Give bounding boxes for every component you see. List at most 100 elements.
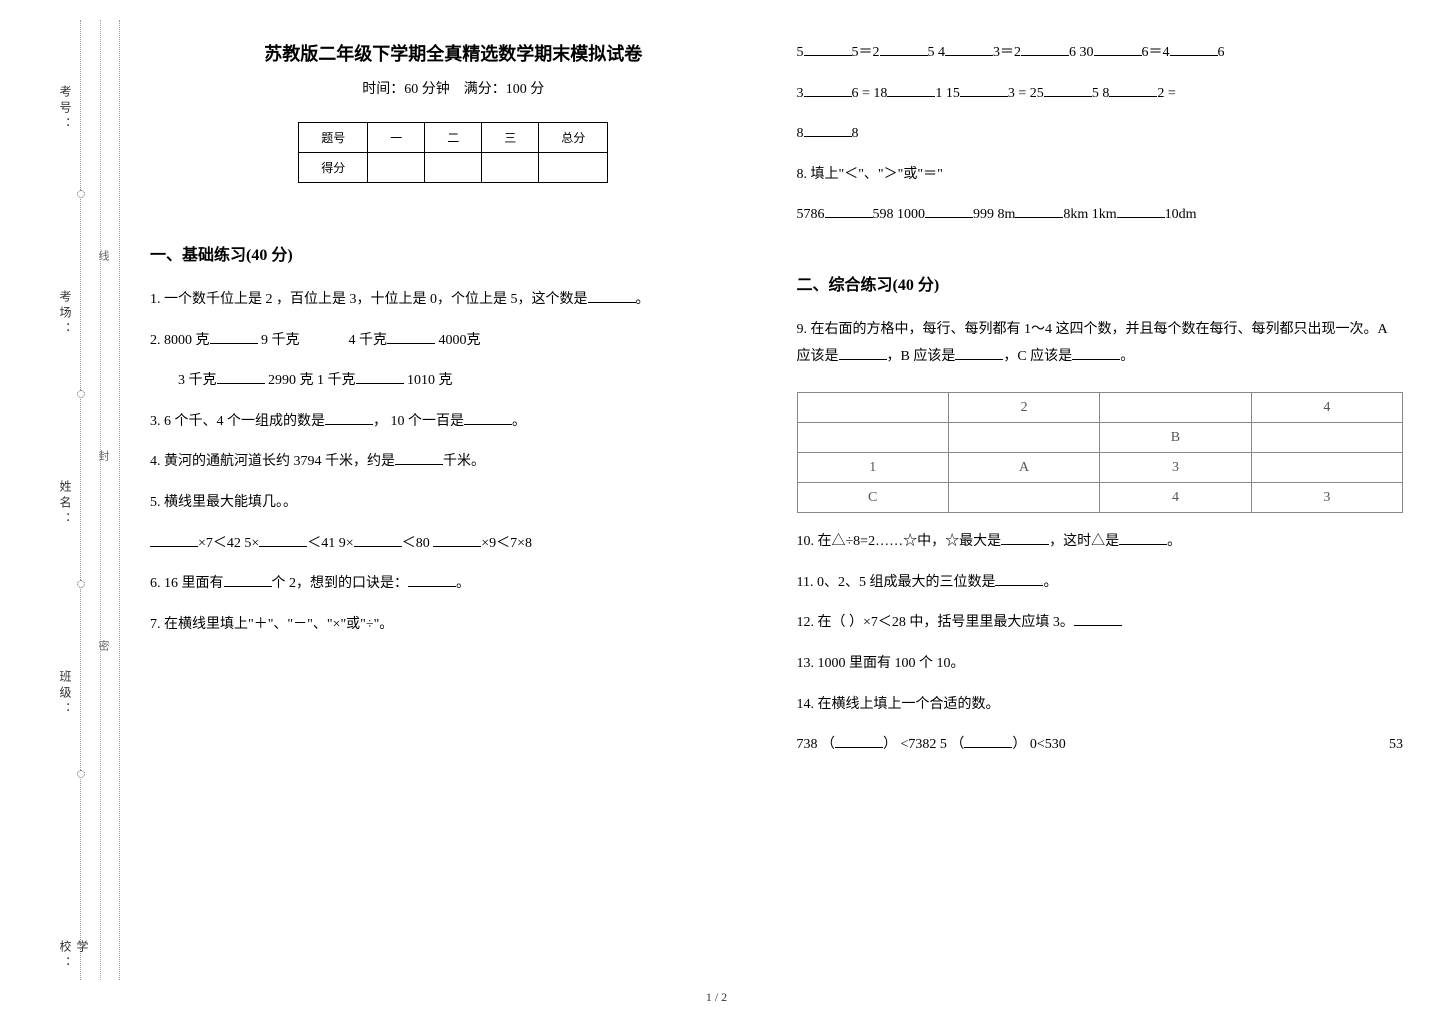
q10-c: 。: [1167, 534, 1181, 549]
blank: [1001, 531, 1049, 545]
left-column: 苏教版二年级下学期全真精选数学期末模拟试卷 时间：60 分钟 满分：100 分 …: [150, 40, 757, 991]
q8l-b: 598 1000: [873, 207, 926, 222]
binding-center-line: [100, 20, 101, 980]
binding-circle-icon: [77, 580, 85, 588]
blank: [1117, 204, 1165, 218]
q6-a: 6. 16 里面有: [150, 576, 224, 591]
full-score: 满分：100 分: [464, 82, 545, 97]
q7l3-b: 8: [852, 126, 859, 141]
question-9: 9. 在右面的方格中，每行、每列都有 1～4 这四个数，并且每个数在每行、每列都…: [797, 317, 1404, 370]
q8l-e: 10dm: [1165, 207, 1197, 222]
grid-cell: [1251, 423, 1402, 453]
blank: [408, 573, 456, 587]
question-4: 4. 黄河的通航河道长约 3794 千米，约是 千米。: [150, 449, 757, 476]
blank: [835, 734, 883, 748]
blank: [880, 42, 928, 56]
score-cell: [425, 153, 482, 183]
q2s-b: 2990 克 1 千克: [265, 373, 356, 388]
binding-circle-icon: [77, 770, 85, 778]
blank: [1109, 83, 1157, 97]
blank: [224, 573, 272, 587]
blank: [217, 370, 265, 384]
blank: [433, 533, 481, 547]
q3-a: 3. 6 个千、4 个一组成的数是: [150, 414, 325, 429]
binding-circle-icon: [77, 190, 85, 198]
blank: [356, 370, 404, 384]
question-10: 10. 在△÷8=2……☆中，☆最大是，这时△是。: [797, 529, 1404, 556]
q8l-a: 5786: [797, 207, 825, 222]
blank: [839, 346, 887, 360]
q5l-b: ＜41 9×: [307, 536, 353, 551]
grid-cell: 4: [1100, 483, 1251, 513]
blank: [955, 346, 1003, 360]
q7l2-f: 2 =: [1157, 86, 1175, 101]
score-cell: [482, 153, 539, 183]
right-column: 55＝25 43＝26 306＝46 36 = 181 153 = 255 82…: [797, 40, 1404, 991]
question-3: 3. 6 个千、4 个一组成的数是， 10 个一百是。: [150, 409, 757, 436]
binding-margin: 考号：考场：姓名：班级：学校：线封密: [80, 20, 120, 980]
binding-label: 班级：: [57, 670, 74, 718]
grid-cell: 1: [797, 453, 948, 483]
q7l1-e: 6 30: [1069, 45, 1094, 60]
question-13: 13. 1000 里面有 100 个 10。: [797, 651, 1404, 678]
q2-d: 4000克: [435, 333, 481, 348]
blank: [1044, 83, 1092, 97]
page-number: 1 / 2: [706, 990, 727, 1005]
q5l-a: ×7＜42 5×: [198, 536, 259, 551]
blank: [588, 289, 636, 303]
blank: [825, 204, 873, 218]
time-limit: 时间：60 分钟: [362, 82, 450, 97]
q11-a: 11. 0、2、5 组成最大的三位数是: [797, 575, 996, 590]
blank: [464, 411, 512, 425]
q5l-c: ＜80: [402, 536, 434, 551]
q10-a: 10. 在△÷8=2……☆中，☆最大是: [797, 534, 1002, 549]
blank: [925, 204, 973, 218]
blank: [387, 330, 435, 344]
q9-b: ，B 应该是: [887, 349, 956, 364]
q2-b: 9 千克: [258, 333, 300, 348]
q14l-c: ） 0<530: [1012, 737, 1065, 752]
question-14: 14. 在横线上填上一个合适的数。: [797, 692, 1404, 719]
q11-b: 。: [1043, 575, 1057, 590]
blank: [1170, 42, 1218, 56]
q2-c: 4 千克: [349, 333, 388, 348]
question-8-line: 5786598 1000999 8m8km 1km10dm: [797, 202, 1404, 229]
blank: [995, 572, 1043, 586]
grid-cell: [797, 423, 948, 453]
q7l3-a: 8: [797, 126, 804, 141]
q1-text: 1. 一个数千位上是 2 ，百位上是 3，十位上是 0，个位上是 5，这个数是: [150, 292, 588, 307]
question-8: 8. 填上"＜"、"＞"或"＝": [797, 162, 1404, 189]
blank: [1094, 42, 1142, 56]
table-row: 题号 一 二 三 总分: [299, 123, 608, 153]
blank: [804, 83, 852, 97]
grid-cell: 4: [1251, 393, 1402, 423]
q6-b: 个 2，想到的口诀是：: [272, 576, 409, 591]
q3-b: ， 10 个一百是: [373, 414, 464, 429]
grid-cell: 3: [1100, 453, 1251, 483]
q8l-d: 8km 1km: [1063, 207, 1116, 222]
question-7-line1: 55＝25 43＝26 306＝46: [797, 40, 1404, 67]
q9-c: ，C 应该是: [1003, 349, 1072, 364]
q2s-a: 3 千克: [178, 373, 217, 388]
q7l2-c: 1 15: [935, 86, 960, 101]
q9-d: 。: [1120, 349, 1134, 364]
grid-cell: A: [948, 453, 1099, 483]
grid-cell: [1251, 453, 1402, 483]
q8-text: 8. 填上"＜"、"＞"或"＝": [797, 167, 943, 182]
q4-a: 4. 黄河的通航河道长约 3794 千米，约是: [150, 454, 395, 469]
q4-b: 千米。: [443, 454, 485, 469]
blank: [1015, 204, 1063, 218]
section-1-title: 一、基础练习(40 分): [150, 241, 757, 265]
binding-dash-label: 封: [95, 450, 111, 467]
q7l1-g: 6: [1218, 45, 1225, 60]
q13-text: 13. 1000 里面有 100 个 10。: [797, 656, 965, 671]
exam-title: 苏教版二年级下学期全真精选数学期末模拟试卷: [150, 40, 757, 66]
number-grid: 2 4 B 1 A 3 C 4 3: [797, 392, 1404, 513]
table-row: 2 4: [797, 393, 1403, 423]
binding-label: 姓名：: [57, 480, 74, 528]
table-row: 得分: [299, 153, 608, 183]
grid-cell: [948, 423, 1099, 453]
blank: [210, 330, 258, 344]
q7l1-b: 5＝2: [852, 45, 880, 60]
q7l1-f: 6＝4: [1142, 45, 1170, 60]
